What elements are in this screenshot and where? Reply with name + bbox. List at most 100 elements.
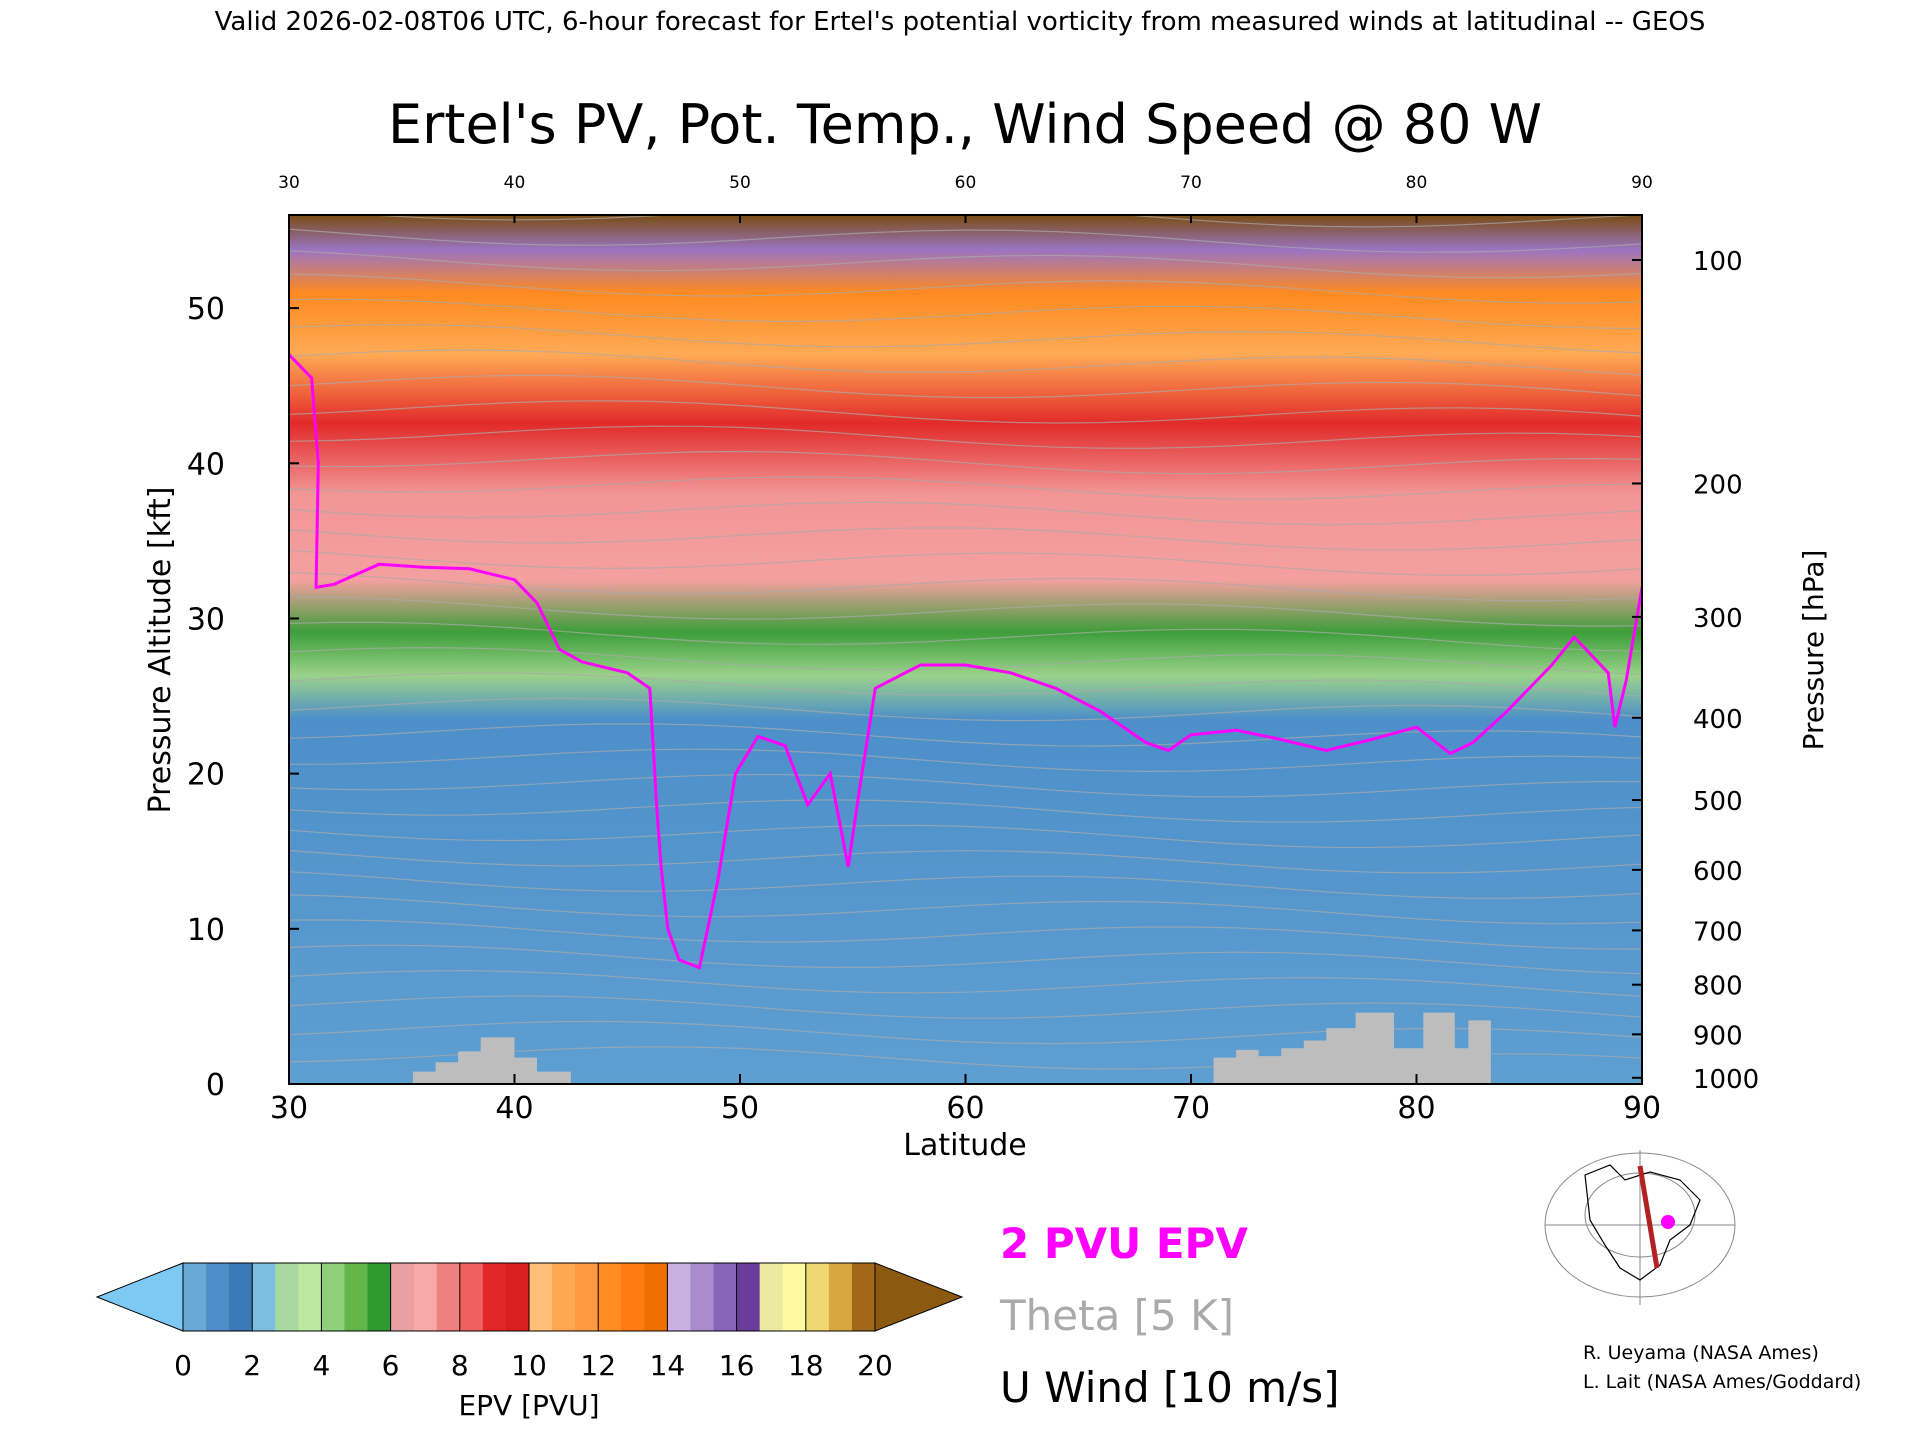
colorbar-cell bbox=[413, 1263, 438, 1331]
colorbar-cell bbox=[759, 1263, 784, 1331]
theta-contour-line bbox=[289, 672, 1642, 697]
top-x-tick-label: 60 bbox=[955, 173, 977, 193]
colorbar-tick-label: 12 bbox=[580, 1349, 616, 1382]
colorbar-ticks: 0 2 4 6 8 10 12 14 16 18 20 bbox=[174, 1263, 893, 1382]
top-x-tick-label: 50 bbox=[729, 173, 751, 193]
theta-contour-line bbox=[289, 273, 1642, 304]
colorbar-tick-label: 16 bbox=[719, 1349, 755, 1382]
pressure-tick-label: 600 bbox=[1693, 857, 1743, 887]
colorbar-min-arrow bbox=[95, 1262, 184, 1332]
theta-contour-line bbox=[289, 324, 1642, 354]
y-tick-label: 40 bbox=[187, 447, 225, 482]
legend-theta: Theta [5 K] bbox=[999, 1291, 1234, 1340]
colorbar-cell bbox=[851, 1263, 876, 1331]
legend: 2 PVU EPV Theta [5 K] U Wind [10 m/s] bbox=[999, 1219, 1340, 1412]
theta-contour-line bbox=[289, 824, 1642, 849]
colorbar-cell bbox=[505, 1263, 530, 1331]
theta-contour-line bbox=[289, 919, 1642, 950]
theta-contour-line bbox=[289, 621, 1642, 652]
colorbar-tick-label: 14 bbox=[650, 1349, 686, 1382]
colorbar-cell bbox=[529, 1263, 553, 1331]
colorbar-tick-label: 20 bbox=[857, 1349, 893, 1382]
theta-contour-line bbox=[289, 970, 1642, 997]
chart-title: Ertel's PV, Pot. Temp., Wind Speed @ 80 … bbox=[388, 93, 1542, 156]
top-x-tick-label: 90 bbox=[1631, 173, 1653, 193]
theta-contour-line bbox=[289, 425, 1642, 449]
colorbar-cell bbox=[690, 1263, 715, 1331]
legend-wind: U Wind [10 m/s] bbox=[1000, 1363, 1340, 1412]
colorbar-tick-label: 0 bbox=[174, 1349, 192, 1382]
pressure-tick-label: 700 bbox=[1693, 917, 1743, 947]
colorbar-cells bbox=[182, 1262, 876, 1332]
pressure-axis-label: Pressure [hPa] bbox=[1797, 550, 1830, 751]
colorbar-cell bbox=[552, 1263, 576, 1331]
valid-time-header: Valid 2026-02-08T06 UTC, 6-hour forecast… bbox=[215, 7, 1706, 37]
colorbar-cell bbox=[390, 1263, 415, 1331]
x-axis: 30 40 50 60 70 80 90 bbox=[270, 1074, 1661, 1126]
pressure-tick-label: 900 bbox=[1693, 1021, 1743, 1051]
map-coastline bbox=[1584, 1164, 1701, 1281]
colorbar-cell bbox=[782, 1263, 807, 1331]
colorbar-cell bbox=[459, 1263, 484, 1331]
theta-contour-line bbox=[289, 400, 1642, 424]
y-axis-label: Pressure Altitude [kft] bbox=[143, 487, 178, 814]
colorbar-tick-label: 8 bbox=[451, 1349, 469, 1382]
theta-contour-line bbox=[289, 596, 1642, 627]
theta-contour-line bbox=[289, 571, 1642, 602]
pressure-tick-label: 400 bbox=[1693, 705, 1743, 735]
colorbar-cell bbox=[344, 1263, 369, 1331]
colorbar-cell bbox=[713, 1263, 738, 1331]
theta-contour-line bbox=[289, 298, 1642, 330]
colorbar-cell bbox=[598, 1263, 622, 1331]
top-x-tick-label: 40 bbox=[504, 173, 526, 193]
colorbar-cell bbox=[275, 1263, 299, 1331]
y-tick-label: 30 bbox=[187, 602, 225, 637]
top-x-tick-label: 80 bbox=[1406, 173, 1428, 193]
y-tick-label: 50 bbox=[187, 292, 225, 327]
surface-terrain bbox=[413, 1012, 1491, 1084]
colorbar-cell bbox=[229, 1263, 253, 1331]
colorbar-tick-label: 2 bbox=[243, 1349, 261, 1382]
theta-contour-line bbox=[289, 501, 1642, 526]
map-cross-section-track bbox=[1637, 1165, 1660, 1269]
pressure-tick-label: 1000 bbox=[1693, 1065, 1759, 1095]
pv-2pvu-contour bbox=[289, 353, 1642, 970]
x-tick-label: 70 bbox=[1172, 1091, 1210, 1126]
pv-shaded-field bbox=[289, 215, 1642, 1084]
colorbar-cell bbox=[667, 1263, 691, 1331]
y-tick-label: 20 bbox=[187, 758, 225, 793]
theta-contours bbox=[289, 215, 1642, 1070]
x-axis-label: Latitude bbox=[903, 1128, 1026, 1163]
pressure-tick-label: 800 bbox=[1693, 972, 1743, 1002]
colorbar-cell bbox=[621, 1263, 645, 1331]
x-tick-label: 50 bbox=[721, 1091, 759, 1126]
x-tick-label: 40 bbox=[495, 1091, 533, 1126]
theta-contour-line bbox=[289, 871, 1642, 899]
theta-contour-line bbox=[289, 723, 1642, 747]
colorbar-label: EPV [PVU] bbox=[458, 1389, 599, 1422]
colorbar-tick-label: 18 bbox=[788, 1349, 824, 1382]
x-tick-label: 90 bbox=[1623, 1091, 1661, 1126]
colorbar-max-arrow bbox=[874, 1262, 964, 1332]
colorbar-cell bbox=[252, 1263, 276, 1331]
theta-contour-line bbox=[289, 374, 1642, 399]
theta-contour-line bbox=[289, 250, 1642, 279]
y-tick-label: 0 bbox=[206, 1068, 225, 1103]
theta-contour-line bbox=[289, 697, 1642, 722]
colorbar-cell bbox=[298, 1263, 322, 1331]
theta-contour-line bbox=[289, 549, 1642, 576]
legend-pv: 2 PVU EPV bbox=[1000, 1219, 1248, 1268]
top-x-tick-label: 30 bbox=[278, 173, 300, 193]
colorbar-tick-label: 6 bbox=[382, 1349, 400, 1382]
theta-contour-line bbox=[289, 894, 1642, 925]
top-x-tick-label: 70 bbox=[1180, 173, 1202, 193]
colorbar-tick-label: 4 bbox=[312, 1349, 330, 1382]
colorbar-cell bbox=[436, 1263, 461, 1331]
colorbar-cell bbox=[482, 1263, 507, 1331]
theta-contour-line bbox=[289, 1020, 1642, 1045]
theta-contour-line bbox=[289, 646, 1642, 676]
colorbar: 0 2 4 6 8 10 12 14 16 18 20 bbox=[95, 1262, 964, 1382]
x-tick-label: 30 bbox=[270, 1091, 308, 1126]
pressure-tick-label: 500 bbox=[1693, 787, 1743, 817]
